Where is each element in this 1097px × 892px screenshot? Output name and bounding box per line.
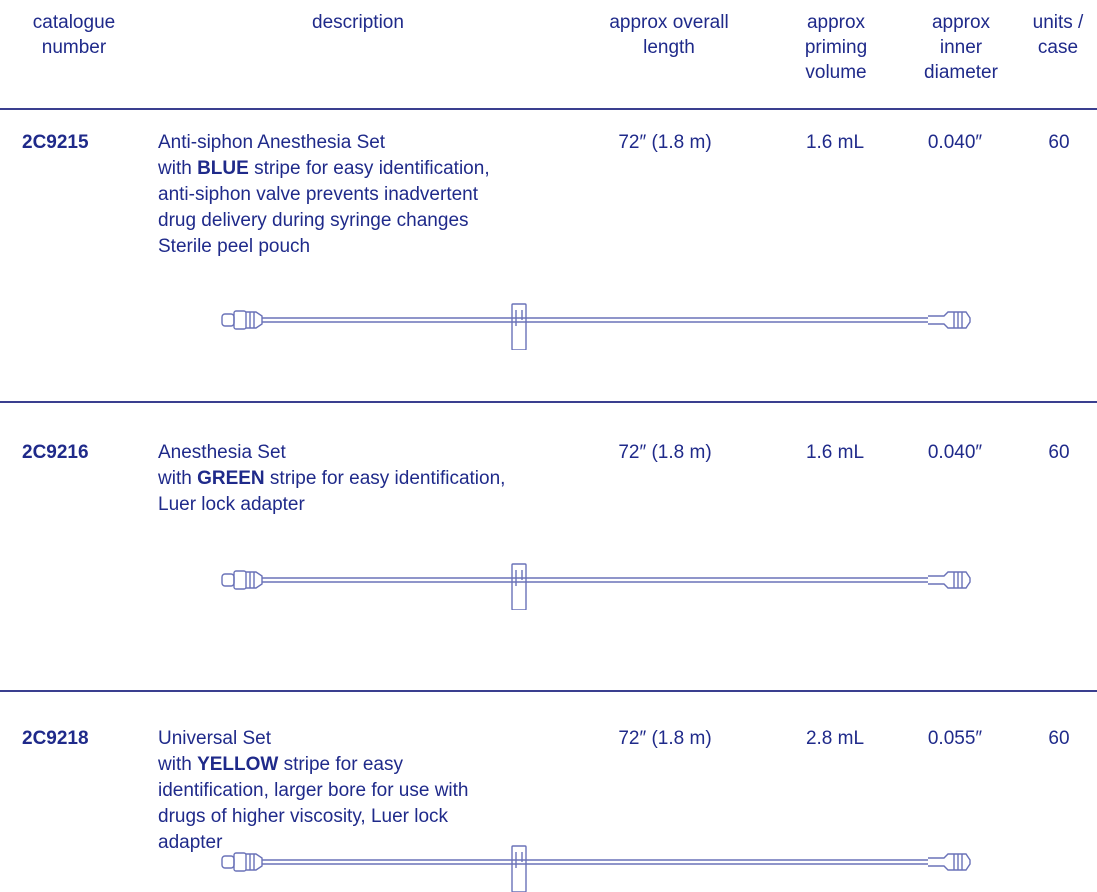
priming-volume: 1.6 mL bbox=[805, 442, 865, 463]
product-title: Universal Set bbox=[158, 728, 271, 749]
header-priming-volume: approx priming volume bbox=[804, 12, 868, 83]
product-title: Anesthesia Set bbox=[158, 442, 286, 463]
row-divider bbox=[0, 401, 1097, 403]
stripe-line: with GREEN stripe for easy identificatio… bbox=[158, 466, 588, 492]
stripe-line: with BLUE stripe for easy identification… bbox=[158, 156, 588, 182]
product-description: Anti-siphon Anesthesia Set with BLUE str… bbox=[158, 130, 588, 260]
description-details: identification, larger bore for use with… bbox=[158, 780, 469, 853]
units-per-case: 60 bbox=[1048, 132, 1070, 153]
stripe-suffix: stripe for easy identification, bbox=[264, 468, 506, 489]
catalogue-number: 2C9215 bbox=[22, 132, 89, 153]
with-prefix: with bbox=[158, 158, 198, 179]
stripe-color: BLUE bbox=[197, 158, 249, 179]
inner-diameter: 0.040″ bbox=[927, 132, 983, 153]
header-catalogue-number: catalogue number bbox=[32, 12, 116, 58]
priming-volume: 1.6 mL bbox=[805, 132, 865, 153]
table-row: 2C9218 Universal Set with YELLOW stripe … bbox=[0, 726, 1097, 892]
header-inner-diameter: approx inner diameter bbox=[924, 12, 998, 83]
stripe-color: GREEN bbox=[197, 468, 265, 489]
table-row: 2C9215 Anti-siphon Anesthesia Set with B… bbox=[0, 130, 1097, 400]
stripe-suffix: stripe for easy identification, bbox=[248, 158, 490, 179]
with-prefix: with bbox=[158, 754, 198, 775]
overall-length: 72″ (1.8 m) bbox=[618, 132, 712, 153]
description-details: Luer lock adapter bbox=[158, 494, 305, 515]
tubing-illustration-icon bbox=[221, 303, 971, 350]
inner-diameter: 0.055″ bbox=[927, 728, 983, 749]
with-prefix: with bbox=[158, 468, 198, 489]
catalogue-number: 2C9218 bbox=[22, 728, 89, 749]
tubing-illustration-icon bbox=[221, 563, 971, 610]
stripe-suffix: stripe for easy bbox=[278, 754, 403, 775]
description-details: anti-siphon valve prevents inadvertent d… bbox=[158, 184, 479, 257]
stripe-color: YELLOW bbox=[197, 754, 279, 775]
inner-diameter: 0.040″ bbox=[927, 442, 983, 463]
header-units-per-case: units / case bbox=[1032, 12, 1084, 58]
tubing-illustration-icon bbox=[221, 845, 971, 892]
product-title: Anti-siphon Anesthesia Set bbox=[158, 132, 386, 153]
units-per-case: 60 bbox=[1048, 728, 1070, 749]
priming-volume: 2.8 mL bbox=[805, 728, 865, 749]
stripe-line: with YELLOW stripe for easy bbox=[158, 752, 588, 778]
catalogue-number: 2C9216 bbox=[22, 442, 89, 463]
overall-length: 72″ (1.8 m) bbox=[618, 728, 712, 749]
table-header: catalogue number description approx over… bbox=[0, 0, 1097, 106]
header-overall-length: approx overall length bbox=[609, 12, 729, 58]
header-description: description bbox=[312, 12, 404, 33]
product-description: Anesthesia Set with GREEN stripe for eas… bbox=[158, 440, 588, 518]
units-per-case: 60 bbox=[1048, 442, 1070, 463]
product-description: Universal Set with YELLOW stripe for eas… bbox=[158, 726, 588, 856]
row-divider bbox=[0, 690, 1097, 692]
table-row: 2C9216 Anesthesia Set with GREEN stripe … bbox=[0, 440, 1097, 640]
header-divider bbox=[0, 108, 1097, 110]
overall-length: 72″ (1.8 m) bbox=[618, 442, 712, 463]
